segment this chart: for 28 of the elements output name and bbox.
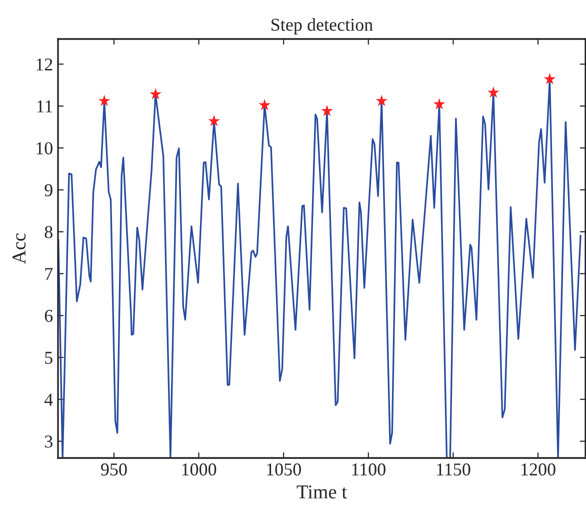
y-tick-label: 11 (37, 100, 52, 112)
y-axis-title: Acc (12, 233, 26, 264)
y-tick-label: 5 (45, 352, 52, 364)
y-tick-label: 10 (36, 142, 52, 154)
y-tick-label: 8 (44, 226, 52, 238)
y-tick-label: 4 (44, 394, 53, 406)
point (433, 98, 446, 110)
point (376, 94, 388, 106)
y-tick-label: 12 (36, 58, 52, 70)
x-tick-label: 1200 (522, 463, 556, 476)
y-tick-label: 7 (45, 268, 53, 280)
x-tick-label: 1150 (437, 463, 470, 476)
point (208, 114, 220, 126)
x-axis-title: Time t (296, 485, 347, 498)
point (258, 98, 271, 110)
point (150, 88, 162, 100)
x-tick-label: 1050 (267, 463, 301, 476)
y-tick-label: 9 (44, 184, 52, 196)
point (544, 72, 556, 84)
point (487, 86, 500, 98)
x-tick-label: 1100 (352, 463, 386, 476)
point (98, 94, 110, 106)
y-tick-label: 6 (44, 310, 53, 322)
y-tick-label: 3 (44, 436, 52, 448)
x-tick-label: 1000 (182, 463, 216, 476)
chart-title: Step detection (272, 18, 373, 35)
x-tick-label: 950 (101, 463, 127, 476)
point (321, 104, 333, 116)
